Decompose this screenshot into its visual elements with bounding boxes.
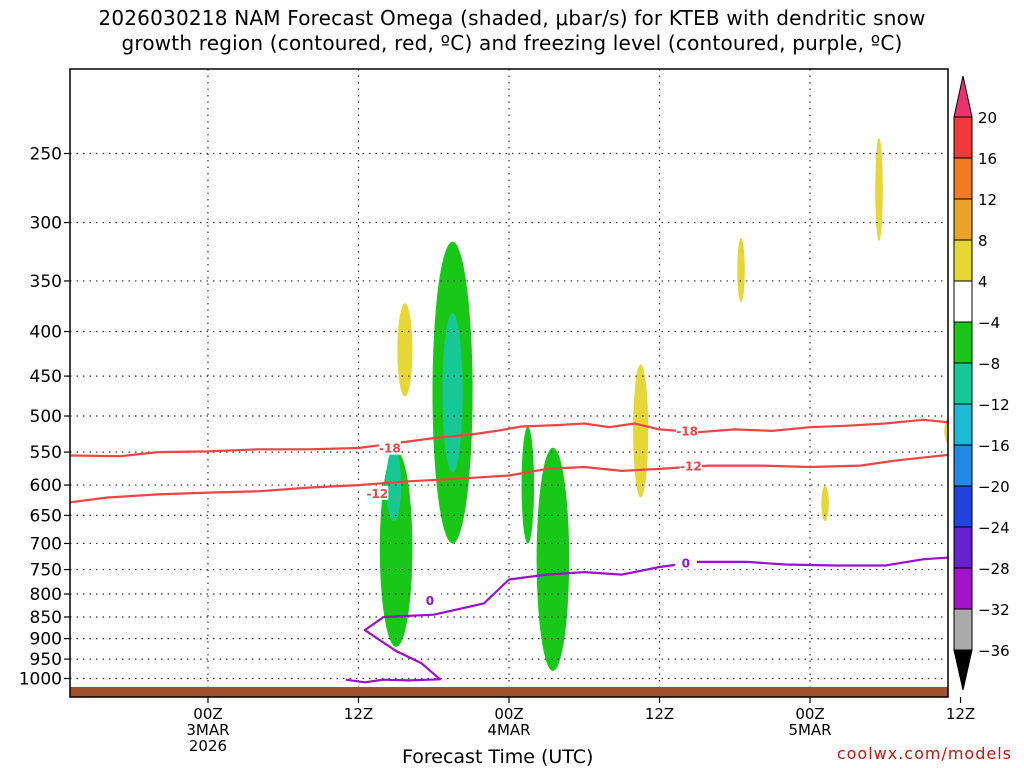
omega-blob-16 [1014, 414, 1024, 503]
y-tick-label-850: 850 [30, 608, 62, 628]
y-tick-label-500: 500 [30, 407, 62, 427]
omega-blob-15 [1008, 380, 1024, 538]
x-tick-label-h48-0: 00Z [795, 705, 824, 723]
x-tick-label-h0-1: 3MAR [186, 721, 229, 739]
x-tick-label-h36-0: 12Z [645, 705, 674, 723]
omega-blob-13 [944, 417, 948, 445]
colorbar-segment-12 [953, 567, 973, 610]
credit-text: coolwx.com/models [836, 744, 1012, 763]
terrain-strip [70, 687, 948, 697]
omega-blob-11 [875, 138, 883, 242]
colorbar-segment-4 [953, 239, 973, 282]
colorbar-label-14: −36 [978, 642, 1010, 660]
label-minus12-a-bg [366, 485, 389, 500]
y-tick-label-750: 750 [30, 561, 62, 581]
label-minus12-b: -12 [680, 459, 702, 473]
colorbar-label-6: −4 [978, 314, 1000, 332]
omega-blob-8 [633, 364, 649, 498]
colorbar-segment-13 [953, 608, 973, 651]
colorbar-segment-9 [953, 444, 973, 487]
omega-blob-7 [521, 426, 535, 544]
y-tick-label-650: 650 [30, 506, 62, 526]
omega-blob-9 [737, 237, 745, 302]
y-tick-label-600: 600 [30, 476, 62, 496]
colorbar-segment-1 [953, 116, 973, 159]
colorbar-segment-3 [953, 198, 973, 241]
omega-blob-10 [821, 485, 829, 522]
chart-title-line-2: growth region (contoured, red, ºC) and f… [121, 31, 903, 55]
colorbar-segment-6 [953, 321, 973, 364]
colorbar-label-9: −16 [978, 437, 1010, 455]
omega-blob-5 [397, 303, 413, 397]
colorbar-label-10: −20 [978, 478, 1010, 496]
colorbar: 20 16 12 8 4 −4 −8 −12 −16 −20 −24 −28 −32 −36 [953, 75, 1010, 691]
dgz-minus12-contour [70, 453, 948, 504]
x-tick-label-h24-0: 00Z [494, 705, 523, 723]
colorbar-label-3: 12 [978, 191, 997, 209]
colorbar-segment-2 [953, 157, 973, 200]
x-tick-label-h60-0: 12Z [946, 705, 975, 723]
colorbar-label-2: 16 [978, 150, 997, 168]
y-tick-label-900: 900 [30, 630, 62, 650]
x-tick-label-h48-1: 5MAR [788, 721, 831, 739]
freezing-level-contour [345, 556, 948, 684]
colorbar-label-12: −28 [978, 560, 1010, 578]
omega-blob-17 [1014, 588, 1024, 628]
colorbar-bottom-arrow [953, 649, 973, 691]
y-tick-label-450: 450 [30, 367, 62, 387]
label-zero-b: 0 [682, 556, 690, 570]
chart-title: 2026030218 NAM Forecast Omega (shaded, μ… [0, 6, 1024, 56]
label-minus18-a-bg [378, 440, 401, 455]
label-zero-b-bg [674, 555, 697, 570]
y-tick-label-800: 800 [30, 585, 62, 605]
x-tick-label-h24-1: 4MAR [487, 721, 530, 739]
label-zero-a: 0 [426, 594, 434, 608]
colorbar-top-arrow [953, 75, 973, 118]
label-minus12-a: -12 [366, 487, 388, 501]
label-zero-a-bg [418, 593, 441, 608]
label-minus12-b-bg [679, 458, 702, 473]
omega-blob-2 [386, 448, 402, 522]
colorbar-segment-5 [953, 280, 973, 323]
x-axis-label: Forecast Time (UTC) [402, 746, 594, 768]
colorbar-label-7: −8 [978, 355, 1000, 373]
colorbar-label-4: 8 [978, 232, 988, 250]
omega-blob-6 [536, 447, 570, 671]
x-tick-label-h12-0: 12Z [344, 705, 373, 723]
y-tick-label-350: 350 [30, 272, 62, 292]
label-minus18-b-bg [676, 423, 699, 438]
colorbar-label-13: −32 [978, 601, 1010, 619]
colorbar-label-11: −24 [978, 519, 1010, 537]
y-tick-label-700: 700 [30, 534, 62, 554]
colorbar-segment-7 [953, 362, 973, 405]
colorbar-label-1: 20 [978, 109, 997, 127]
y-tick-label-950: 950 [30, 650, 62, 670]
omega-blob-4 [442, 312, 463, 473]
y-tick-label-400: 400 [30, 323, 62, 343]
y-tick-label-250: 250 [30, 145, 62, 165]
colorbar-segment-11 [953, 526, 973, 569]
label-minus18-a: -18 [379, 442, 401, 456]
label-minus18-b: -18 [676, 425, 698, 439]
x-tick-label-h0-0: 00Z [193, 705, 222, 723]
y-tick-label-550: 550 [30, 443, 62, 463]
y-tick-label-300: 300 [30, 214, 62, 234]
x-tick-label-h0-2: 2026 [189, 737, 227, 755]
chart-title-line-1: 2026030218 NAM Forecast Omega (shaded, μ… [98, 6, 926, 30]
colorbar-segment-10 [953, 485, 973, 528]
colorbar-label-8: −12 [978, 396, 1010, 414]
y-tick-label-1000: 1000 [19, 670, 62, 690]
colorbar-segment-8 [953, 403, 973, 446]
colorbar-label-5: 4 [978, 273, 988, 291]
